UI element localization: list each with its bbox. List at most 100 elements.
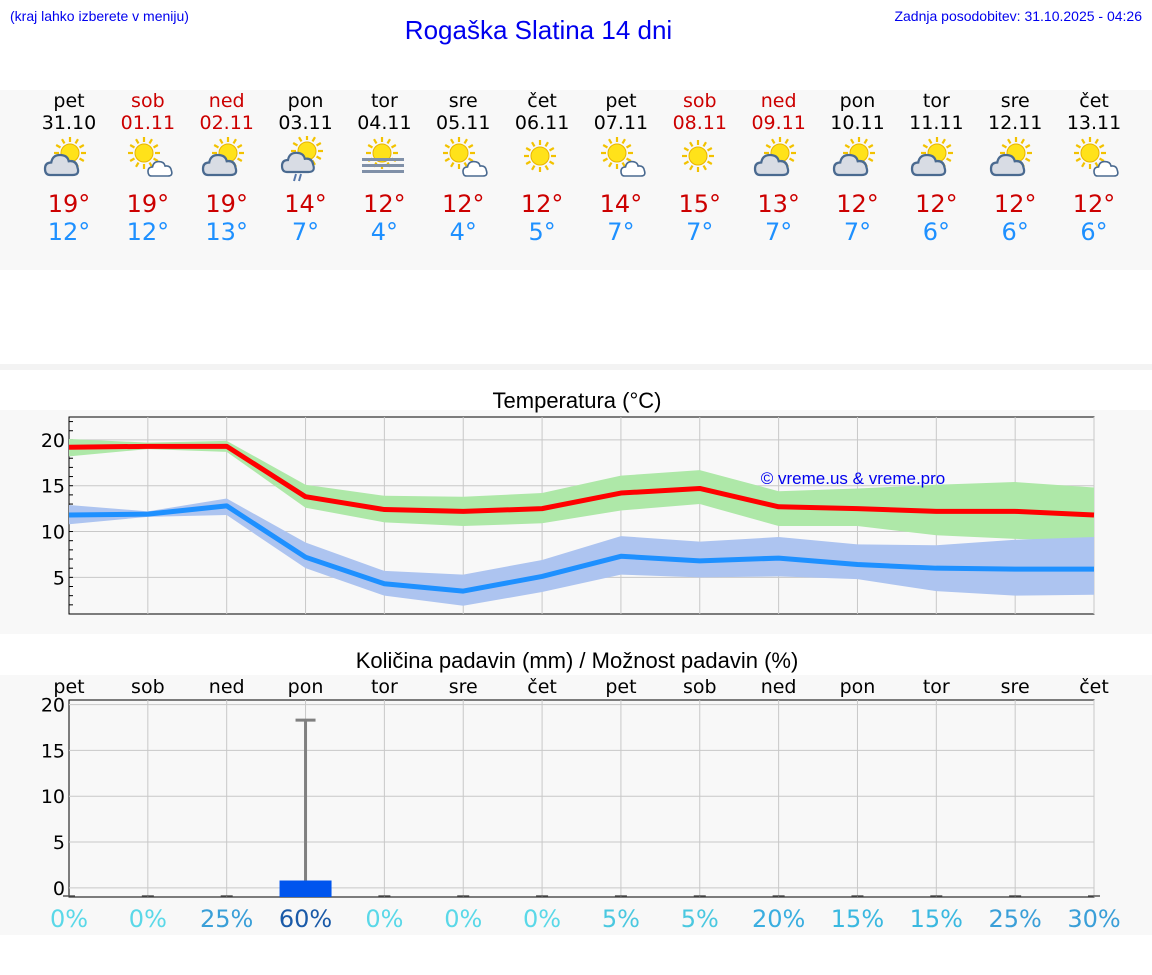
precip-category-label: čet: [527, 676, 557, 698]
day-column: tor 11.11 12° 6°: [896, 90, 976, 246]
day-date: 04.11: [357, 112, 412, 134]
day-date: 08.11: [672, 112, 727, 134]
temp-min: 7°: [765, 218, 793, 246]
temp-min: 4°: [370, 218, 399, 246]
sun-small-cloud-icon: [423, 136, 503, 184]
sun-cloud-rain-icon: [266, 136, 346, 184]
day-date: 10.11: [830, 112, 885, 134]
day-column: ned 02.11 19° 13°: [187, 90, 267, 246]
day-date: 01.11: [120, 112, 176, 134]
precip-probability-label: 0%: [444, 905, 482, 933]
precip-tick-label: 10: [41, 786, 65, 808]
day-date: 13.11: [1066, 112, 1122, 134]
day-date: 11.11: [909, 112, 964, 134]
day-name: sob: [131, 90, 165, 112]
day-date: 31.10: [41, 112, 97, 134]
page-title: Rogaška Slatina 14 dni: [404, 15, 673, 45]
sun-cloud-icon: [29, 136, 109, 184]
day-name: ned: [760, 90, 797, 112]
precip-category-label: pet: [605, 676, 636, 698]
sun-cloud-icon: [975, 136, 1055, 184]
location-hint: (kraj lahko izberete v meniju): [10, 8, 189, 24]
separator: [0, 364, 1152, 370]
precip-chart-title: Količina padavin (mm) / Možnost padavin …: [356, 648, 799, 673]
precip-bar: [279, 880, 332, 897]
precip-probability-label: 0%: [365, 905, 403, 933]
forecast-band: [0, 90, 1152, 270]
temp-max: 19°: [47, 190, 91, 218]
day-name: pet: [53, 90, 85, 112]
temp-tick-label: 10: [41, 522, 65, 544]
precip-plot-area: [68, 699, 1095, 898]
precip-probability-label: 20%: [752, 905, 805, 933]
precip-probability-label: 0%: [129, 905, 167, 933]
day-column: tor 04.11 12° 4°: [344, 90, 424, 246]
day-date: 03.11: [278, 112, 333, 134]
precip-probability-label: 5%: [681, 905, 719, 933]
precip-category-label: sob: [683, 676, 717, 698]
day-date: 09.11: [751, 112, 806, 134]
sun-cloud-icon: [896, 136, 976, 184]
day-column: sob 01.11 19° 12°: [108, 90, 188, 246]
day-column: pon 10.11 12° 7°: [818, 90, 898, 246]
day-column: sre 12.11 12° 6°: [975, 90, 1055, 246]
precip-category-label: tor: [371, 676, 398, 698]
day-column: pet 07.11 14° 7°: [581, 90, 661, 246]
temp-min: 7°: [291, 218, 320, 246]
precip-category-label: sre: [1001, 676, 1030, 698]
precip-probability-label: 0%: [523, 905, 561, 933]
precip-probability-label: 60%: [279, 905, 332, 933]
precip-category-label: ned: [761, 676, 797, 698]
day-name: sre: [448, 90, 478, 112]
day-date: 07.11: [593, 112, 649, 134]
precip-probability-label: 30%: [1067, 905, 1120, 933]
day-date: 02.11: [199, 112, 254, 134]
precip-category-label: sob: [131, 676, 165, 698]
temp-tick-label: 20: [41, 430, 65, 452]
sun-small-cloud-icon: [108, 136, 188, 184]
precip-category-label: čet: [1079, 676, 1109, 698]
temp-max: 12°: [363, 190, 406, 218]
last-updated: Zadnja posodobitev: 31.10.2025 - 04:26: [894, 8, 1142, 24]
sun-cloud-icon: [187, 136, 267, 184]
temp-max: 12°: [441, 190, 485, 218]
temp-max: 12°: [915, 190, 958, 218]
precip-category-label: tor: [923, 676, 950, 698]
precip-probability-label: 15%: [910, 905, 963, 933]
temp-chart-title: Temperatura (°C): [493, 388, 662, 413]
temp-tick-label: 5: [53, 567, 65, 589]
day-date: 06.11: [514, 112, 570, 134]
temp-min: 7°: [607, 218, 635, 246]
day-column: čet 06.11 12° 5°: [502, 90, 582, 246]
precip-tick-label: 0: [53, 878, 65, 900]
precip-probability-label: 0%: [50, 905, 88, 933]
day-column: sre 05.11 12° 4°: [423, 90, 503, 246]
temp-min: 12°: [126, 218, 170, 246]
temp-max: 12°: [520, 190, 564, 218]
temp-min: 6°: [922, 218, 950, 246]
precip-tick-label: 15: [41, 740, 65, 762]
temp-band-max: [69, 438, 1094, 542]
temp-min: 13°: [205, 218, 248, 246]
day-date: 12.11: [987, 112, 1043, 134]
temp-max: 19°: [205, 190, 248, 218]
precip-category-label: pon: [840, 676, 876, 698]
precip-probability-label: 25%: [988, 905, 1041, 933]
temp-max: 12°: [993, 190, 1037, 218]
precip-probability-label: 15%: [831, 905, 884, 933]
temp-line-min: [68, 503, 1094, 594]
temp-max: 12°: [1072, 190, 1116, 218]
sun-small-cloud-icon: [581, 136, 661, 184]
temp-min: 12°: [47, 218, 91, 246]
temp-max: 14°: [599, 190, 643, 218]
temp-max: 19°: [126, 190, 170, 218]
precip-category-label: ned: [209, 676, 245, 698]
temp-min: 6°: [1080, 218, 1108, 246]
day-name: tor: [370, 90, 398, 112]
day-name: tor: [922, 90, 950, 112]
temp-min: 6°: [1001, 218, 1029, 246]
day-name: čet: [527, 90, 557, 112]
day-name: pon: [839, 90, 876, 112]
watermark: © vreme.us & vreme.pro: [761, 469, 945, 488]
temp-max: 13°: [757, 190, 800, 218]
